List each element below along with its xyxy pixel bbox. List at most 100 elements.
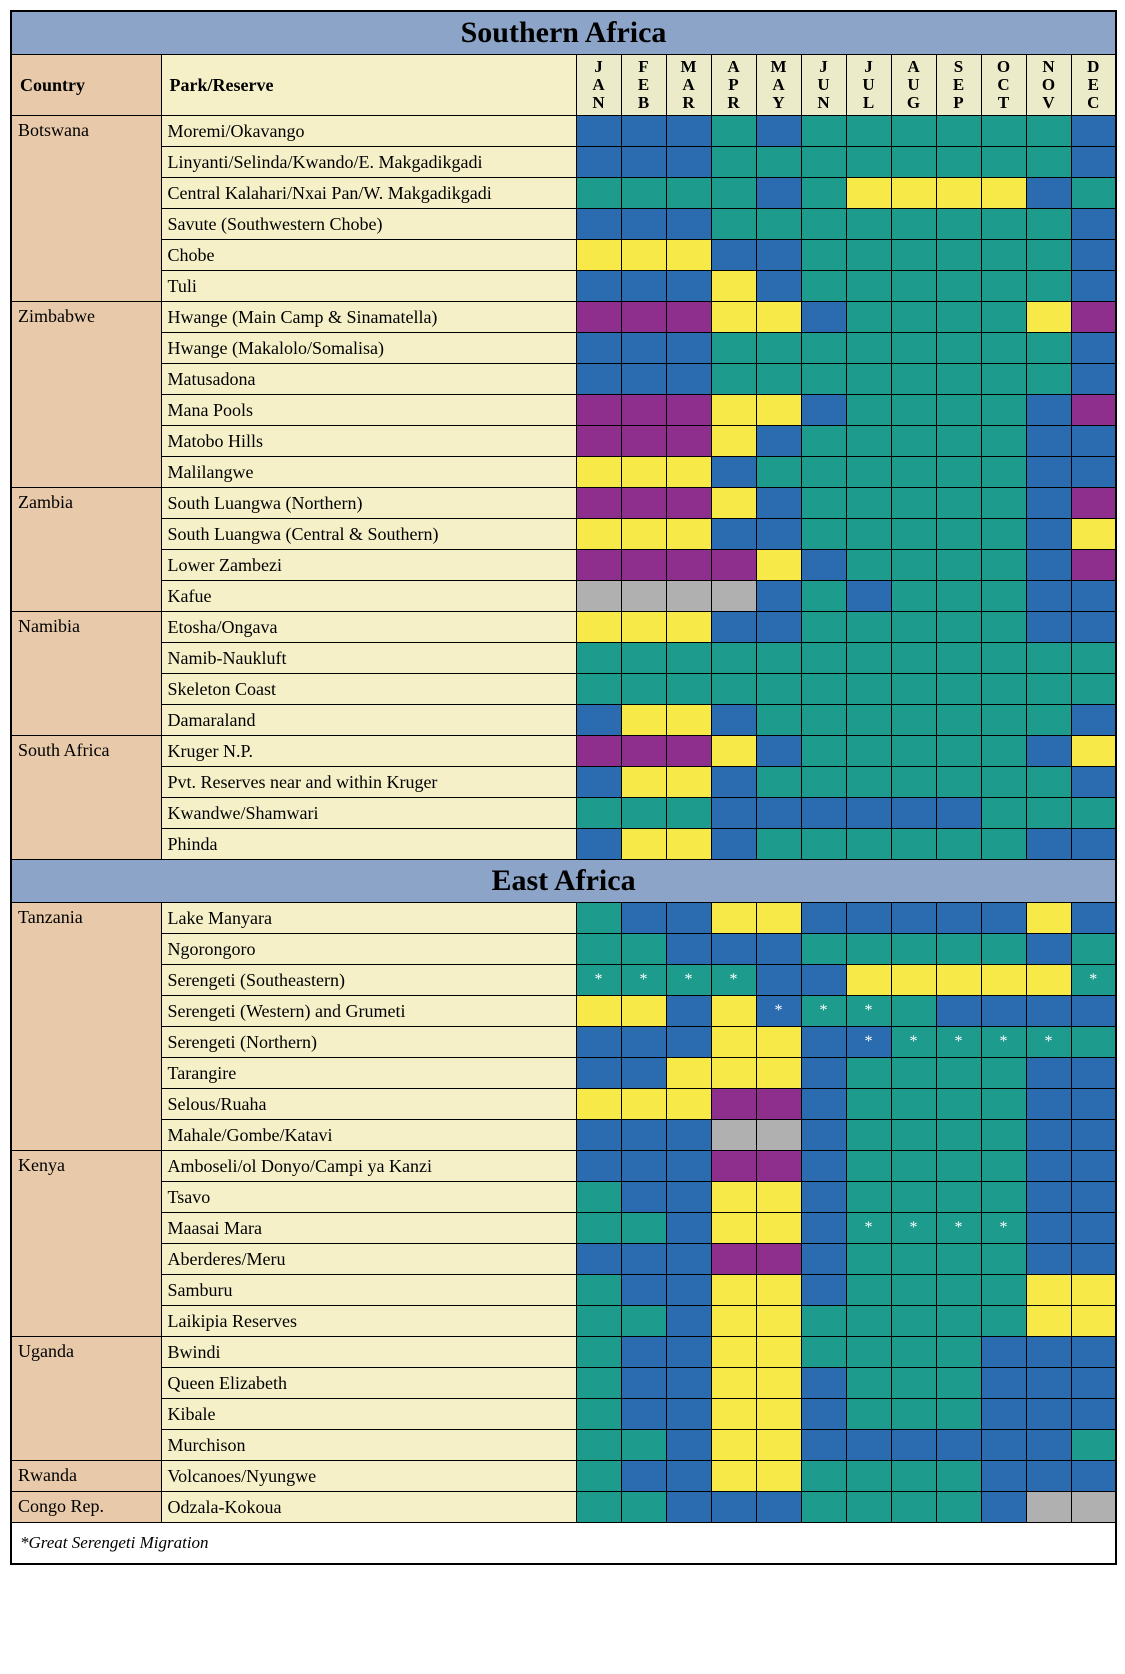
park-cell: Hwange (Main Camp & Sinamatella) xyxy=(161,302,576,333)
month-cell xyxy=(801,519,846,550)
month-cell xyxy=(801,705,846,736)
month-cell xyxy=(981,612,1026,643)
month-cell xyxy=(576,1461,621,1492)
month-cell xyxy=(576,1368,621,1399)
month-cell xyxy=(1026,1213,1071,1244)
month-cell: * xyxy=(936,1213,981,1244)
month-cell xyxy=(1026,302,1071,333)
month-cell xyxy=(666,674,711,705)
month-cell xyxy=(576,1213,621,1244)
month-cell xyxy=(621,1089,666,1120)
month-cell xyxy=(576,364,621,395)
month-cell xyxy=(666,240,711,271)
month-cell xyxy=(1026,1461,1071,1492)
month-cell xyxy=(666,798,711,829)
month-cell xyxy=(621,934,666,965)
month-cell xyxy=(576,705,621,736)
month-cell: * xyxy=(666,965,711,996)
month-cell xyxy=(666,1089,711,1120)
park-cell: Bwindi xyxy=(161,1337,576,1368)
month-cell xyxy=(981,829,1026,860)
month-cell xyxy=(576,1058,621,1089)
month-cell xyxy=(801,1368,846,1399)
park-cell: Volcanoes/Nyungwe xyxy=(161,1461,576,1492)
month-cell: * xyxy=(981,1213,1026,1244)
month-cell xyxy=(1026,1058,1071,1089)
col-header-month: MAY xyxy=(756,55,801,116)
park-cell: Serengeti (Western) and Grumeti xyxy=(161,996,576,1027)
month-cell xyxy=(711,457,756,488)
month-cell xyxy=(936,1120,981,1151)
month-cell xyxy=(981,1151,1026,1182)
month-cell xyxy=(621,426,666,457)
month-cell xyxy=(711,426,756,457)
month-cell xyxy=(756,240,801,271)
month-cell xyxy=(1026,934,1071,965)
col-header-month: MAR xyxy=(666,55,711,116)
month-cell xyxy=(891,271,936,302)
month-cell xyxy=(1071,1492,1116,1523)
month-cell xyxy=(846,674,891,705)
month-cell xyxy=(756,550,801,581)
month-cell xyxy=(621,674,666,705)
month-cell xyxy=(846,1089,891,1120)
month-cell xyxy=(711,1275,756,1306)
month-cell xyxy=(576,302,621,333)
month-cell xyxy=(711,674,756,705)
month-cell xyxy=(1071,240,1116,271)
month-cell xyxy=(1026,550,1071,581)
month-cell xyxy=(621,519,666,550)
month-cell: * xyxy=(846,1213,891,1244)
month-cell xyxy=(621,996,666,1027)
month-cell xyxy=(846,240,891,271)
country-cell: Rwanda xyxy=(11,1461,161,1492)
col-header-month: JUL xyxy=(846,55,891,116)
month-cell xyxy=(801,333,846,364)
month-cell xyxy=(666,364,711,395)
month-cell xyxy=(936,705,981,736)
month-cell xyxy=(576,581,621,612)
month-cell xyxy=(846,705,891,736)
month-cell xyxy=(666,612,711,643)
month-cell xyxy=(1026,705,1071,736)
month-cell: * xyxy=(891,1213,936,1244)
month-cell xyxy=(1071,996,1116,1027)
month-cell xyxy=(666,395,711,426)
month-cell xyxy=(801,1182,846,1213)
month-cell xyxy=(1026,178,1071,209)
month-cell xyxy=(981,178,1026,209)
month-cell xyxy=(1071,1089,1116,1120)
month-cell xyxy=(666,550,711,581)
month-cell xyxy=(666,209,711,240)
month-cell xyxy=(981,550,1026,581)
month-cell xyxy=(576,674,621,705)
month-cell xyxy=(891,1275,936,1306)
month-cell xyxy=(801,116,846,147)
month-cell xyxy=(936,581,981,612)
month-cell xyxy=(576,643,621,674)
park-cell: Damaraland xyxy=(161,705,576,736)
park-cell: Tuli xyxy=(161,271,576,302)
month-cell xyxy=(891,1151,936,1182)
month-cell xyxy=(981,903,1026,934)
month-cell xyxy=(981,426,1026,457)
month-cell xyxy=(711,1337,756,1368)
month-cell xyxy=(1071,1213,1116,1244)
month-cell xyxy=(666,1399,711,1430)
month-cell xyxy=(711,333,756,364)
month-cell xyxy=(666,1337,711,1368)
month-cell xyxy=(576,178,621,209)
park-cell: Moremi/Okavango xyxy=(161,116,576,147)
month-cell xyxy=(621,240,666,271)
month-cell xyxy=(1071,581,1116,612)
park-cell: Mahale/Gombe/Katavi xyxy=(161,1120,576,1151)
month-cell xyxy=(666,147,711,178)
region-header: East Africa xyxy=(11,860,1116,903)
month-cell xyxy=(981,736,1026,767)
month-cell xyxy=(846,1058,891,1089)
month-cell xyxy=(981,1089,1026,1120)
month-cell: * xyxy=(621,965,666,996)
month-cell xyxy=(621,1182,666,1213)
month-cell xyxy=(981,934,1026,965)
month-cell xyxy=(981,209,1026,240)
